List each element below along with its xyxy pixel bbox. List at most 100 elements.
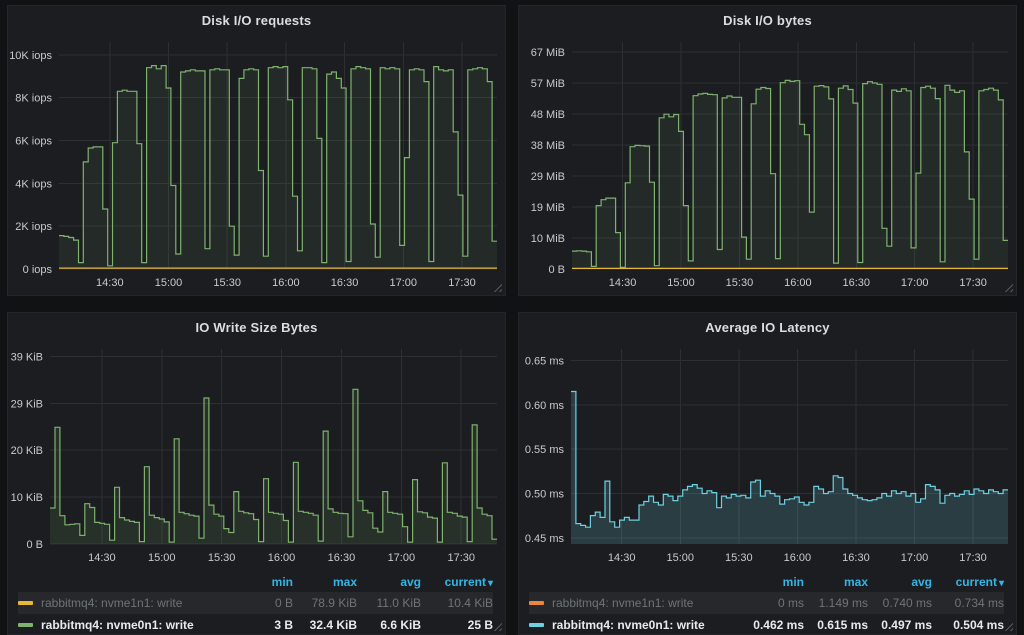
panel-disk-io-requests: Disk I/O requests 0 iops 2K iops 4K iops 6K… — [7, 5, 506, 296]
svg-text:20 KiB: 20 KiB — [11, 445, 43, 457]
svg-text:17:00: 17:00 — [390, 277, 418, 289]
svg-text:4K iops: 4K iops — [15, 178, 52, 190]
svg-text:17:30: 17:30 — [447, 552, 475, 564]
legend-row: rabbitmq4: nvme0n1: write 3 B 32.4 KiB 6… — [18, 614, 493, 634]
svg-text:16:00: 16:00 — [268, 552, 296, 564]
svg-text:67 MiB: 67 MiB — [531, 47, 565, 59]
svg-text:16:00: 16:00 — [784, 277, 812, 289]
svg-text:15:00: 15:00 — [666, 552, 694, 564]
legend-sort-current-label: current — [955, 575, 997, 589]
legend-sort-current-label: current — [444, 575, 486, 589]
legend-sort-min[interactable]: min — [782, 575, 804, 589]
svg-text:10 MiB: 10 MiB — [531, 233, 565, 245]
sort-caret-icon: ▾ — [487, 578, 493, 589]
legend-header: min max avg current ▾ — [18, 572, 493, 592]
legend-sort-min[interactable]: min — [271, 575, 293, 589]
panel-resize-handle-icon[interactable] — [1004, 622, 1013, 631]
svg-text:15:30: 15:30 — [726, 277, 754, 289]
svg-text:14:30: 14:30 — [608, 552, 636, 564]
legend-series-toggle[interactable]: rabbitmq4: nvme1n1: write — [529, 596, 740, 610]
legend-row: rabbitmq4: nvme1n1: write 0 ms 1.149 ms … — [529, 592, 1004, 614]
legend-sort-current[interactable]: current ▾ — [421, 575, 493, 589]
svg-text:38 MiB: 38 MiB — [531, 140, 565, 152]
svg-text:0.45 ms: 0.45 ms — [525, 533, 565, 545]
legend-avg-value: 0.497 ms — [881, 618, 932, 632]
legend-series-label: rabbitmq4: nvme0n1: write — [552, 618, 705, 632]
legend-sort-avg[interactable]: avg — [911, 575, 932, 589]
panel-io-write-size-bytes: IO Write Size Bytes 0 B 10 KiB 20 KiB 29 Ki… — [7, 312, 506, 635]
svg-text:17:00: 17:00 — [901, 277, 929, 289]
svg-text:16:00: 16:00 — [272, 277, 300, 289]
sort-caret-icon: ▾ — [998, 578, 1004, 589]
legend-series-toggle[interactable]: rabbitmq4: nvme1n1: write — [18, 596, 229, 610]
svg-text:16:00: 16:00 — [784, 552, 812, 564]
svg-text:15:30: 15:30 — [213, 277, 241, 289]
series-color-swatch-icon — [18, 623, 33, 627]
svg-text:2K iops: 2K iops — [15, 221, 52, 233]
svg-text:10K iops: 10K iops — [9, 50, 52, 62]
legend-sort-max[interactable]: max — [843, 575, 868, 589]
svg-text:57 MiB: 57 MiB — [531, 78, 565, 90]
svg-text:14:30: 14:30 — [96, 277, 124, 289]
disk-io-requests-chart[interactable]: 0 iops 2K iops 4K iops 6K iops 8K iops 10K io… — [8, 34, 505, 295]
legend-max-value: 1.149 ms — [818, 596, 868, 610]
average-io-latency-chart[interactable]: 0.45 ms 0.50 ms 0.55 ms 0.60 ms 0.65 ms 14:30… — [519, 341, 1016, 570]
legend-average-io-latency: min max avg current ▾ rabbitmq4: nvme1n1:… — [519, 570, 1016, 634]
series-color-swatch-icon — [529, 623, 544, 627]
legend-current-value: 0.734 ms — [954, 596, 1004, 610]
legend-min-value: 3 B — [274, 618, 293, 632]
svg-text:17:00: 17:00 — [388, 552, 416, 564]
legend-sort-max[interactable]: max — [332, 575, 357, 589]
panel-resize-handle-icon[interactable] — [493, 622, 502, 631]
svg-text:16:30: 16:30 — [331, 277, 359, 289]
svg-text:8K iops: 8K iops — [15, 93, 52, 105]
legend-header: min max avg current ▾ — [529, 572, 1004, 592]
legend-max-value: 0.615 ms — [817, 618, 868, 632]
panel-disk-io-bytes: Disk I/O bytes 0 B 10 MiB 19 MiB 29 MiB 38 M… — [518, 5, 1017, 296]
panel-resize-handle-icon[interactable] — [493, 283, 502, 292]
legend-max-value: 32.4 KiB — [309, 618, 357, 632]
legend-series-toggle[interactable]: rabbitmq4: nvme0n1: write — [18, 618, 229, 632]
io-write-size-bytes-chart[interactable]: 0 B 10 KiB 20 KiB 29 KiB 39 KiB 14:30 15:00 15:… — [8, 341, 505, 570]
svg-text:6K iops: 6K iops — [15, 136, 52, 148]
legend-min-value: 0.462 ms — [753, 618, 804, 632]
svg-text:15:00: 15:00 — [667, 277, 695, 289]
svg-text:15:00: 15:00 — [148, 552, 176, 564]
legend-current-value: 10.4 KiB — [447, 596, 493, 610]
svg-text:0 B: 0 B — [26, 539, 43, 551]
svg-text:15:00: 15:00 — [155, 277, 183, 289]
svg-text:14:30: 14:30 — [88, 552, 116, 564]
legend-avg-value: 6.6 KiB — [380, 618, 421, 632]
legend-row: rabbitmq4: nvme0n1: write 0.462 ms 0.615… — [529, 614, 1004, 634]
legend-series-label: rabbitmq4: nvme1n1: write — [41, 596, 183, 610]
svg-text:16:30: 16:30 — [328, 552, 356, 564]
svg-text:0.55 ms: 0.55 ms — [525, 444, 565, 456]
legend-sort-avg[interactable]: avg — [400, 575, 421, 589]
svg-text:29 KiB: 29 KiB — [11, 398, 43, 410]
panel-resize-handle-icon[interactable] — [1004, 283, 1013, 292]
panel-title-average-io-latency[interactable]: Average IO Latency — [705, 319, 830, 335]
svg-text:15:30: 15:30 — [725, 552, 753, 564]
svg-text:48 MiB: 48 MiB — [531, 109, 565, 121]
panel-title-disk-io-bytes[interactable]: Disk I/O bytes — [723, 12, 812, 28]
legend-series-label: rabbitmq4: nvme0n1: write — [41, 618, 194, 632]
legend-avg-value: 0.740 ms — [882, 596, 932, 610]
legend-min-value: 0 B — [274, 596, 293, 610]
svg-text:17:00: 17:00 — [901, 552, 929, 564]
svg-text:16:30: 16:30 — [843, 277, 871, 289]
legend-row: rabbitmq4: nvme1n1: write 0 B 78.9 KiB 1… — [18, 592, 493, 614]
legend-sort-current[interactable]: current ▾ — [932, 575, 1004, 589]
panel-title-disk-io-requests[interactable]: Disk I/O requests — [201, 12, 312, 28]
svg-text:39 KiB: 39 KiB — [11, 351, 43, 363]
legend-max-value: 78.9 KiB — [311, 596, 357, 610]
legend-series-toggle[interactable]: rabbitmq4: nvme0n1: write — [529, 618, 740, 632]
svg-text:17:30: 17:30 — [959, 552, 987, 564]
legend-current-value: 0.504 ms — [953, 618, 1004, 632]
svg-text:0.50 ms: 0.50 ms — [525, 488, 565, 500]
svg-text:10 KiB: 10 KiB — [11, 492, 43, 504]
series-color-swatch-icon — [529, 601, 544, 605]
disk-io-bytes-chart[interactable]: 0 B 10 MiB 19 MiB 29 MiB 38 MiB 48 MiB 57 MiB 6… — [519, 34, 1016, 295]
panel-title-io-write-size-bytes[interactable]: IO Write Size Bytes — [195, 319, 318, 335]
panel-average-io-latency: Average IO Latency 0.45 ms 0.50 ms 0.55 ms… — [518, 312, 1017, 635]
